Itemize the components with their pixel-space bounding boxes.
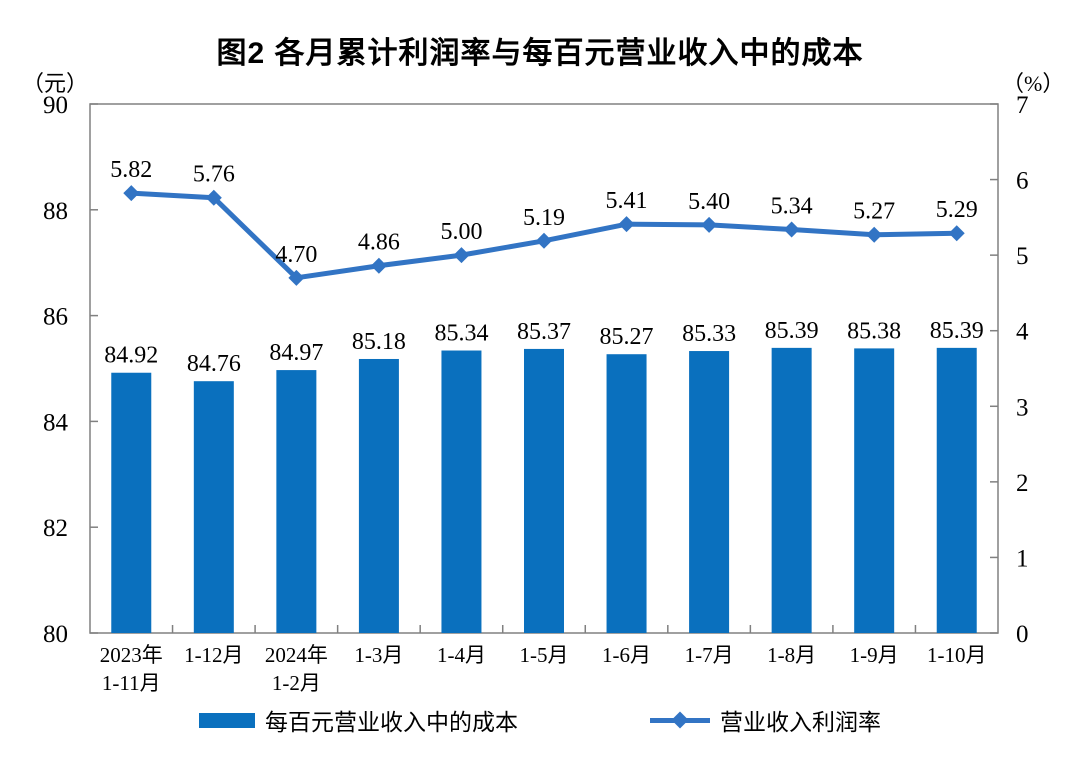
line-value-label: 5.41 xyxy=(606,188,648,214)
y-axis-left-label: 90 xyxy=(43,92,68,119)
x-tick-label: 1-8月 xyxy=(767,643,816,667)
bar-value-label: 85.18 xyxy=(352,329,406,355)
line-point-marker xyxy=(536,232,552,249)
legend-bar-label: 每百元营业收入中的成本 xyxy=(265,710,518,735)
y-axis-right-label: 6 xyxy=(1016,168,1029,195)
bar-value-label: 85.34 xyxy=(434,321,488,347)
right-axis-unit-label: （%） xyxy=(1002,71,1065,96)
y-axis-right-label: 7 xyxy=(1016,92,1029,119)
bar xyxy=(111,372,152,633)
y-axis-left-label: 82 xyxy=(43,515,68,542)
bar xyxy=(193,381,234,633)
line-value-label: 5.27 xyxy=(853,199,895,225)
bar-value-label: 84.76 xyxy=(187,351,241,377)
x-tick-label: 1-9月 xyxy=(850,643,899,667)
bar-value-label: 85.38 xyxy=(847,318,901,344)
legend-line-label: 营业收入利润率 xyxy=(720,710,881,735)
legend-diamond-marker-icon xyxy=(671,711,689,729)
line-point-marker xyxy=(205,189,222,206)
line-value-label: 5.40 xyxy=(688,189,730,215)
line-value-label: 5.19 xyxy=(523,205,565,231)
left-axis-unit-label: （元） xyxy=(22,71,89,96)
line-point-marker xyxy=(783,221,800,238)
x-tick-label: 2023年 xyxy=(100,643,163,667)
x-tick-label: 1-2月 xyxy=(272,671,321,695)
line-point-marker xyxy=(370,257,387,274)
y-axis-right-label: 0 xyxy=(1016,621,1029,648)
bar-value-label: 85.33 xyxy=(682,321,736,347)
bar-value-label: 85.39 xyxy=(930,318,984,344)
y-axis-left-label: 86 xyxy=(43,304,68,331)
line-value-label: 5.76 xyxy=(193,162,235,188)
x-tick-label: 1-10月 xyxy=(927,643,987,667)
bar xyxy=(358,358,399,633)
legend-item-profit-rate: 营业收入利润率 xyxy=(650,703,881,737)
bar xyxy=(771,347,812,633)
x-tick-label: 2024年 xyxy=(265,643,328,667)
y-axis-left-label: 80 xyxy=(43,621,68,648)
line-point-marker xyxy=(288,269,305,286)
y-axis-right-label: 3 xyxy=(1016,394,1029,421)
bar-value-label: 85.37 xyxy=(517,319,571,345)
bar-value-label: 85.27 xyxy=(600,324,654,350)
bar xyxy=(276,370,317,633)
chart-legend: 每百元营业收入中的成本 营业收入利润率 xyxy=(0,703,1080,737)
line-point-marker xyxy=(866,226,883,243)
chart-title: 图2 各月累计利润率与每百元营业收入中的成本 xyxy=(216,37,864,70)
bar-value-label: 85.39 xyxy=(765,318,819,344)
bar xyxy=(689,351,730,633)
y-axis-right-label: 5 xyxy=(1016,243,1029,270)
line-value-label: 4.86 xyxy=(358,230,400,256)
y-axis-right-label: 1 xyxy=(1016,545,1029,572)
bar xyxy=(441,350,482,633)
line-point-marker xyxy=(618,216,635,233)
y-axis-right-label: 4 xyxy=(1016,319,1029,346)
line-point-marker xyxy=(453,247,470,264)
x-tick-label: 1-7月 xyxy=(685,643,734,667)
legend-line-swatch xyxy=(650,711,710,729)
line-point-marker xyxy=(123,185,140,202)
x-tick-label: 1-3月 xyxy=(354,643,403,667)
x-tick-label: 1-6月 xyxy=(602,643,651,667)
legend-bar-swatch xyxy=(199,712,255,728)
y-axis-right-label: 2 xyxy=(1016,470,1029,497)
bar xyxy=(524,348,564,633)
x-tick-label: 1-4月 xyxy=(437,643,486,667)
line-value-label: 5.34 xyxy=(771,193,813,219)
line-value-label: 5.82 xyxy=(110,157,152,183)
bar xyxy=(606,354,647,633)
legend-item-cost: 每百元营业收入中的成本 xyxy=(199,703,518,737)
line-value-label: 5.00 xyxy=(440,219,482,245)
bar-value-label: 84.97 xyxy=(269,340,323,366)
line-value-label: 5.29 xyxy=(936,197,978,223)
x-tick-label: 1-5月 xyxy=(520,643,569,667)
y-axis-left-label: 88 xyxy=(43,198,68,225)
line-point-marker xyxy=(948,225,965,242)
y-axis-left-label: 84 xyxy=(43,409,69,436)
line-value-label: 4.70 xyxy=(275,242,317,268)
bar xyxy=(854,348,895,633)
x-tick-label: 1-11月 xyxy=(102,671,161,695)
line-point-marker xyxy=(701,216,718,233)
x-tick-label: 1-12月 xyxy=(184,643,244,667)
bar-value-label: 84.92 xyxy=(104,343,158,369)
bar xyxy=(936,347,977,633)
